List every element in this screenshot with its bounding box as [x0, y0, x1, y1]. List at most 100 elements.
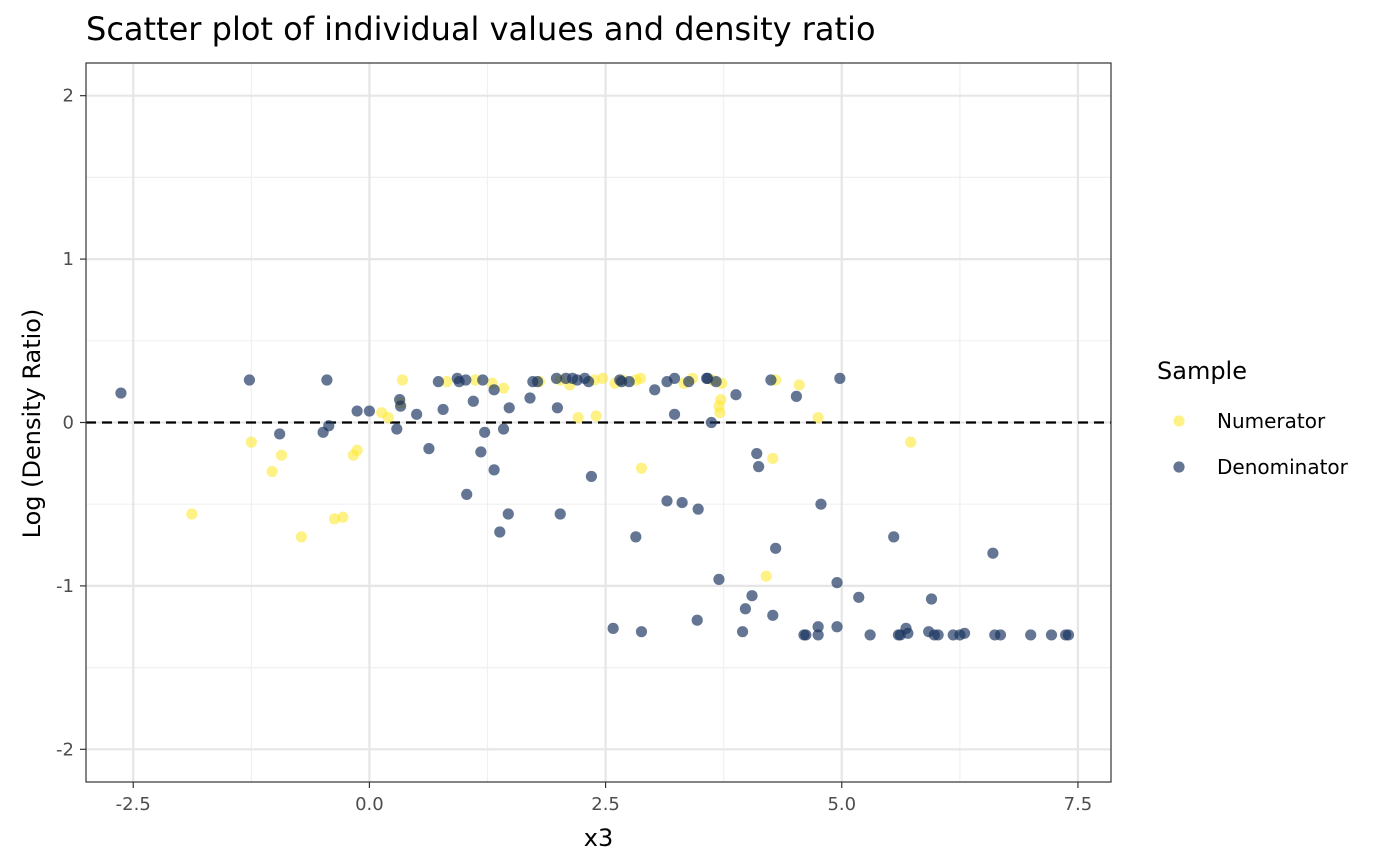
point-denominator	[676, 496, 688, 509]
point-numerator	[328, 513, 341, 525]
point-denominator	[692, 503, 704, 515]
point-denominator	[503, 402, 515, 414]
point-denominator	[502, 508, 514, 520]
point-denominator	[351, 405, 363, 417]
point-denominator	[524, 392, 536, 404]
legend-title: Sample	[1157, 357, 1247, 385]
point-numerator	[572, 411, 584, 424]
point-denominator	[812, 621, 824, 633]
y-tick-label: 0	[63, 413, 74, 434]
point-denominator	[411, 408, 423, 420]
point-denominator	[691, 614, 703, 626]
point-denominator	[321, 374, 333, 386]
point-denominator	[623, 376, 635, 388]
major-gridlines	[86, 63, 1111, 782]
chart-title: Scatter plot of individual values and de…	[86, 10, 876, 48]
point-denominator	[705, 416, 717, 429]
x-tick-label: 0.0	[355, 794, 384, 815]
point-denominator	[713, 573, 725, 585]
point-denominator	[494, 526, 506, 538]
point-denominator	[864, 629, 876, 641]
point-denominator	[770, 542, 782, 554]
x-tick-label: 2.5	[591, 794, 620, 815]
point-denominator	[702, 372, 714, 384]
point-denominator	[243, 374, 256, 386]
point-numerator	[812, 411, 824, 424]
point-denominator	[683, 376, 695, 388]
point-numerator	[714, 407, 726, 419]
point-numerator	[793, 379, 805, 391]
legend-label-denominator: Denominator	[1217, 455, 1349, 479]
point-denominator	[812, 629, 824, 641]
legend-key-numerator	[1173, 415, 1185, 427]
point-denominator	[831, 621, 843, 633]
y-tick-label: 2	[63, 86, 74, 107]
point-denominator	[461, 488, 473, 500]
point-denominator	[736, 626, 749, 638]
point-numerator	[351, 444, 363, 456]
y-tick-label: 1	[63, 249, 74, 270]
y-tick-label: -1	[56, 576, 74, 597]
legend-label-numerator: Numerator	[1217, 409, 1326, 433]
point-denominator	[668, 372, 681, 384]
legend-key-denominator	[1173, 461, 1185, 473]
point-denominator	[753, 461, 765, 473]
point-numerator	[396, 374, 409, 386]
point-numerator	[634, 372, 647, 384]
point-denominator	[800, 629, 812, 641]
legend: Sample Numerator Denominator	[1157, 357, 1349, 479]
point-denominator	[391, 423, 403, 435]
point-denominator	[767, 609, 779, 621]
point-denominator	[730, 389, 742, 401]
point-denominator	[987, 547, 999, 559]
point-denominator	[831, 577, 843, 589]
point-denominator	[1025, 629, 1037, 641]
point-denominator	[475, 446, 487, 458]
point-denominator	[1062, 629, 1075, 641]
point-numerator	[635, 462, 648, 474]
point-numerator	[295, 531, 307, 543]
point-numerator	[266, 465, 278, 478]
point-denominator	[902, 627, 914, 639]
point-denominator	[432, 376, 444, 388]
point-denominator	[488, 464, 500, 476]
point-denominator	[710, 376, 722, 388]
x-tick-label: 7.5	[1064, 794, 1093, 815]
point-denominator	[925, 593, 938, 605]
point-denominator	[274, 428, 286, 440]
point-denominator	[746, 590, 758, 602]
point-denominator	[115, 387, 127, 399]
point-denominator	[668, 408, 681, 420]
point-denominator	[790, 390, 803, 402]
point-denominator	[815, 498, 827, 510]
point-denominator	[958, 627, 971, 639]
point-denominator	[888, 531, 900, 543]
x-tick-label: 5.0	[827, 794, 856, 815]
point-numerator	[245, 436, 257, 448]
point-denominator	[488, 384, 500, 396]
point-denominator	[554, 508, 566, 520]
y-axis-ticks: -2 -1 0 1 2	[56, 86, 86, 760]
minor-gridlines	[86, 63, 1111, 782]
point-numerator	[715, 394, 727, 406]
point-numerator	[905, 436, 917, 448]
point-numerator	[590, 410, 602, 422]
point-denominator	[585, 470, 598, 483]
point-denominator	[497, 423, 510, 435]
point-numerator	[382, 411, 394, 424]
point-numerator	[597, 372, 609, 384]
point-numerator	[186, 508, 198, 520]
point-denominator	[630, 531, 642, 543]
point-denominator	[635, 626, 648, 638]
point-denominator	[467, 395, 479, 407]
x-axis-title: x3	[584, 824, 613, 852]
point-denominator	[550, 372, 563, 384]
point-denominator	[531, 376, 544, 388]
point-denominator	[834, 372, 846, 384]
point-numerator	[275, 449, 288, 461]
point-denominator	[751, 447, 763, 460]
point-denominator	[994, 629, 1007, 641]
data-points	[115, 372, 1075, 641]
point-denominator	[477, 374, 489, 386]
point-denominator	[1045, 629, 1058, 641]
